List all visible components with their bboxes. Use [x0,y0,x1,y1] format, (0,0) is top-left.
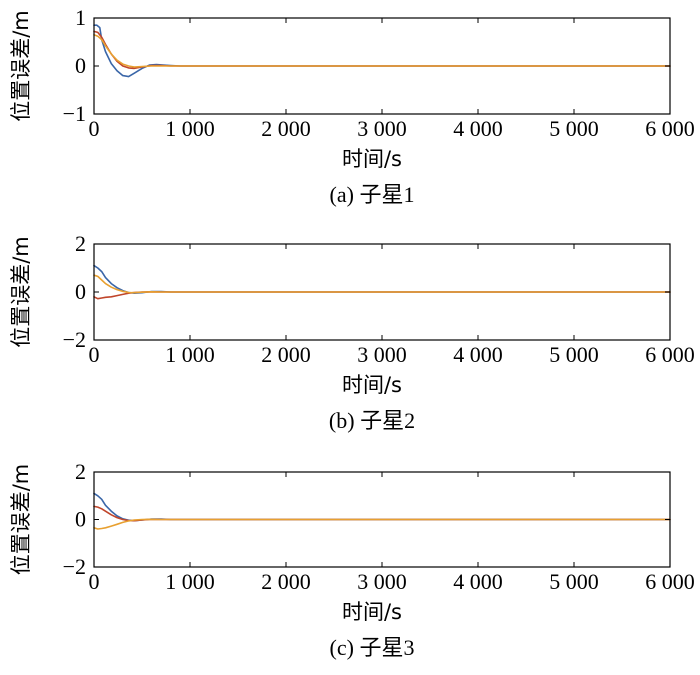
x-tick-label: 0 [89,569,100,594]
x-axis-label: 时间/s [342,600,402,624]
series-line-1 [93,492,671,522]
subplot-caption: (b) 子星2 [329,408,415,433]
series-line-3 [93,34,671,68]
series-line-1 [93,24,671,78]
x-tick-label: 2 000 [261,342,311,367]
x-tick-label: 3 000 [357,342,407,367]
x-tick-label: 0 [89,116,100,141]
y-axis-label: 位置误差/m [9,464,33,576]
y-tick-label: −2 [63,554,86,579]
x-tick-label: 4 000 [453,569,503,594]
x-tick-label: 6 000 [645,116,695,141]
x-tick-label: 3 000 [357,116,407,141]
y-tick-label: −2 [63,327,86,352]
y-tick-label: 0 [75,53,86,78]
x-tick-label: 3 000 [357,569,407,594]
subplot-caption: (a) 子星1 [330,182,415,207]
y-tick-label: 2 [75,231,86,256]
x-tick-label: 2 000 [261,116,311,141]
y-tick-label: −1 [63,101,86,126]
x-tick-label: 0 [89,342,100,367]
x-tick-label: 1 000 [165,116,215,141]
x-tick-label: 1 000 [165,342,215,367]
x-tick-label: 6 000 [645,569,695,594]
y-axis-label: 位置误差/m [9,236,33,348]
series-line-1 [93,264,671,294]
y-tick-label: 1 [75,5,86,30]
subplot-caption: (c) 子星3 [330,635,415,660]
y-axis-label: 位置误差/m [9,10,33,122]
y-tick-label: 0 [75,279,86,304]
series-line-2 [93,291,671,300]
x-tick-label: 5 000 [549,116,599,141]
x-tick-label: 2 000 [261,569,311,594]
x-axis-label: 时间/s [342,147,402,171]
series-line-3 [93,274,671,294]
x-tick-label: 5 000 [549,342,599,367]
series-line-2 [93,505,671,522]
x-tick-label: 1 000 [165,569,215,594]
x-tick-label: 6 000 [645,342,695,367]
x-tick-label: 4 000 [453,342,503,367]
x-tick-label: 4 000 [453,116,503,141]
y-tick-label: 0 [75,507,86,532]
series-line-3 [93,518,671,530]
x-tick-label: 5 000 [549,569,599,594]
series-line-2 [93,30,671,70]
y-tick-label: 2 [75,459,86,484]
x-axis-label: 时间/s [342,373,402,397]
